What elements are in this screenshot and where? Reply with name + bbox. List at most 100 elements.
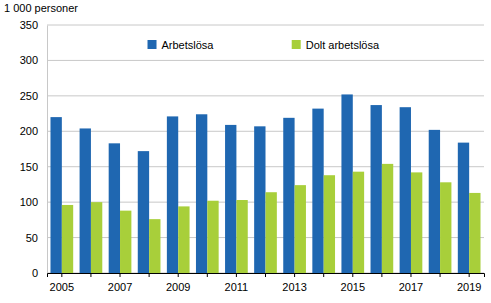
legend-swatch xyxy=(292,40,301,49)
bar xyxy=(196,114,207,273)
y-tick: 50 xyxy=(26,232,47,244)
bar xyxy=(411,172,422,273)
x-tick: 2013 xyxy=(282,273,306,293)
x-tick-mark xyxy=(120,273,121,277)
x-tick xyxy=(381,273,382,277)
y-tick-label: 250 xyxy=(20,90,38,102)
x-tick-label: 2019 xyxy=(457,281,481,293)
bar xyxy=(225,125,236,273)
x-tick-mark xyxy=(61,273,62,277)
x-tick-mark xyxy=(352,273,353,277)
bar xyxy=(50,117,61,273)
x-tick-label: 2009 xyxy=(166,281,190,293)
grid-line xyxy=(47,60,484,61)
bars xyxy=(50,94,480,273)
x-tick xyxy=(440,273,441,277)
x-tick: 2009 xyxy=(166,273,190,293)
bar xyxy=(149,219,160,273)
bar xyxy=(109,143,120,273)
bar xyxy=(382,164,393,273)
plot: 0 50 100 150 200 250 300 350 2005 2007 2009 2011 201… xyxy=(20,19,485,293)
y-tick: 300 xyxy=(20,54,47,66)
y-tick: 350 xyxy=(20,19,47,31)
y-tick-label: 350 xyxy=(20,19,38,31)
y-tick: 250 xyxy=(20,90,47,102)
y-tick: 200 xyxy=(20,125,47,137)
bar xyxy=(312,109,323,273)
x-tick-label: 2011 xyxy=(225,281,249,293)
y-tick-label: 300 xyxy=(20,54,38,66)
x-tick xyxy=(265,273,266,277)
bar xyxy=(353,172,364,273)
x-tick-label: 2017 xyxy=(399,281,423,293)
bar xyxy=(458,143,469,273)
x-tick-mark xyxy=(236,273,237,277)
bar xyxy=(91,202,102,273)
x-tick: 2015 xyxy=(341,273,365,293)
bar xyxy=(120,211,131,273)
y-axis: 0 50 100 150 200 250 300 350 xyxy=(20,19,48,279)
bar xyxy=(236,200,247,273)
bar xyxy=(266,192,277,273)
x-axis: 2005 2007 2009 2011 2013 2015 2017 2019 xyxy=(48,273,485,293)
x-tick-mark xyxy=(294,273,295,277)
x-tick-label: 2007 xyxy=(108,281,132,293)
x-tick-mark xyxy=(410,273,411,277)
x-tick-mark xyxy=(265,273,266,277)
x-tick-mark xyxy=(90,273,91,277)
bar xyxy=(429,130,440,273)
bar xyxy=(254,126,265,273)
x-tick-label: 2015 xyxy=(341,281,365,293)
grid xyxy=(47,25,484,273)
x-tick-mark xyxy=(207,273,208,277)
y-tick-label: 200 xyxy=(20,125,38,137)
x-tick-mark xyxy=(381,273,382,277)
x-axis-line xyxy=(48,274,485,278)
bar xyxy=(167,116,178,273)
legend: Arbetslösa Dolt arbetslösa xyxy=(148,39,380,51)
x-tick: 2005 xyxy=(50,273,74,293)
bar xyxy=(62,205,73,273)
y-axis-line xyxy=(47,26,48,274)
bar xyxy=(283,118,294,273)
y-tick-label: 150 xyxy=(20,161,38,173)
x-tick-label: 2013 xyxy=(282,281,306,293)
bar xyxy=(138,151,149,273)
y-tick-label: 0 xyxy=(32,267,38,279)
y-tick: 0 xyxy=(32,267,47,279)
y-tick-label: 100 xyxy=(20,196,38,208)
x-tick-label: 2005 xyxy=(50,281,74,293)
x-tick xyxy=(149,273,150,277)
bar xyxy=(371,105,382,273)
x-tick: 2017 xyxy=(399,273,423,293)
x-tick-mark xyxy=(323,273,324,277)
grid-line xyxy=(47,25,484,26)
legend-label: Dolt arbetslösa xyxy=(306,39,380,51)
x-tick: 2007 xyxy=(108,273,132,293)
y-axis-title: 1 000 personer xyxy=(4,2,78,14)
bar xyxy=(440,182,451,273)
y-tick-label: 50 xyxy=(26,232,38,244)
x-tick-mark xyxy=(469,273,470,277)
legend-swatch xyxy=(148,40,157,49)
bar xyxy=(178,206,189,273)
grid-line xyxy=(47,95,484,96)
legend-label: Arbetslösa xyxy=(162,39,215,51)
bar xyxy=(324,175,335,273)
x-tick xyxy=(90,273,91,277)
y-tick: 150 xyxy=(20,161,47,173)
x-tick xyxy=(207,273,208,277)
bar xyxy=(295,185,306,273)
chart: 0 50 100 150 200 250 300 350 2005 2007 2009 2011 201… xyxy=(0,0,491,303)
bar xyxy=(207,201,218,273)
bar xyxy=(469,193,480,273)
bar xyxy=(341,94,352,273)
x-tick: 2011 xyxy=(225,273,249,293)
x-tick xyxy=(323,273,324,277)
y-tick: 100 xyxy=(20,196,47,208)
x-tick-mark xyxy=(178,273,179,277)
x-tick: 2019 xyxy=(457,273,481,293)
x-tick-mark xyxy=(149,273,150,277)
bar xyxy=(80,128,91,273)
bar xyxy=(400,107,411,273)
